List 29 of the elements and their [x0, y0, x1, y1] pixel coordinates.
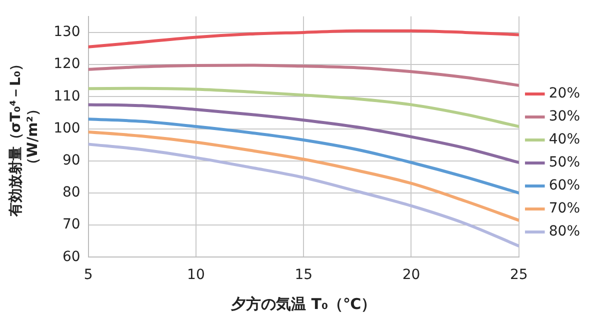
legend-label: 50%: [548, 154, 580, 171]
line-series: [88, 118, 519, 194]
legend-label: 70%: [548, 200, 580, 217]
x-tick-label: 20: [402, 267, 420, 284]
legend-label: 30%: [548, 108, 580, 125]
y-tick-label: 120: [54, 56, 80, 72]
line-series: [88, 103, 519, 164]
line-series: [88, 130, 519, 222]
y-tick-label: 100: [54, 120, 80, 136]
y-axis-title: 有効放射量（σT₀⁴－L₀）（W/m²）: [8, 56, 41, 218]
y-tick-label: 80: [62, 184, 80, 201]
legend-label: 40%: [548, 132, 580, 148]
x-tick-label: 25: [510, 267, 528, 284]
line-series: [88, 29, 519, 48]
x-tick-label: 5: [84, 267, 93, 284]
legend-label: 20%: [548, 86, 580, 102]
y-tick-label: 110: [54, 88, 80, 104]
y-tick-label: 60: [62, 248, 80, 265]
x-tick-label: 15: [294, 267, 313, 284]
line-series: [88, 64, 519, 87]
x-tick-label: 10: [187, 267, 205, 284]
legend-label: 60%: [548, 178, 580, 194]
y-tick-label: 70: [62, 216, 80, 233]
legend-label: 80%: [548, 224, 580, 240]
y-tick-label: 130: [54, 24, 80, 40]
line-series: [88, 86, 519, 128]
y-tick-label: 90: [62, 152, 80, 169]
x-axis-title: 夕方の気温 T₀（℃）: [230, 294, 376, 313]
line-series: [88, 142, 519, 248]
